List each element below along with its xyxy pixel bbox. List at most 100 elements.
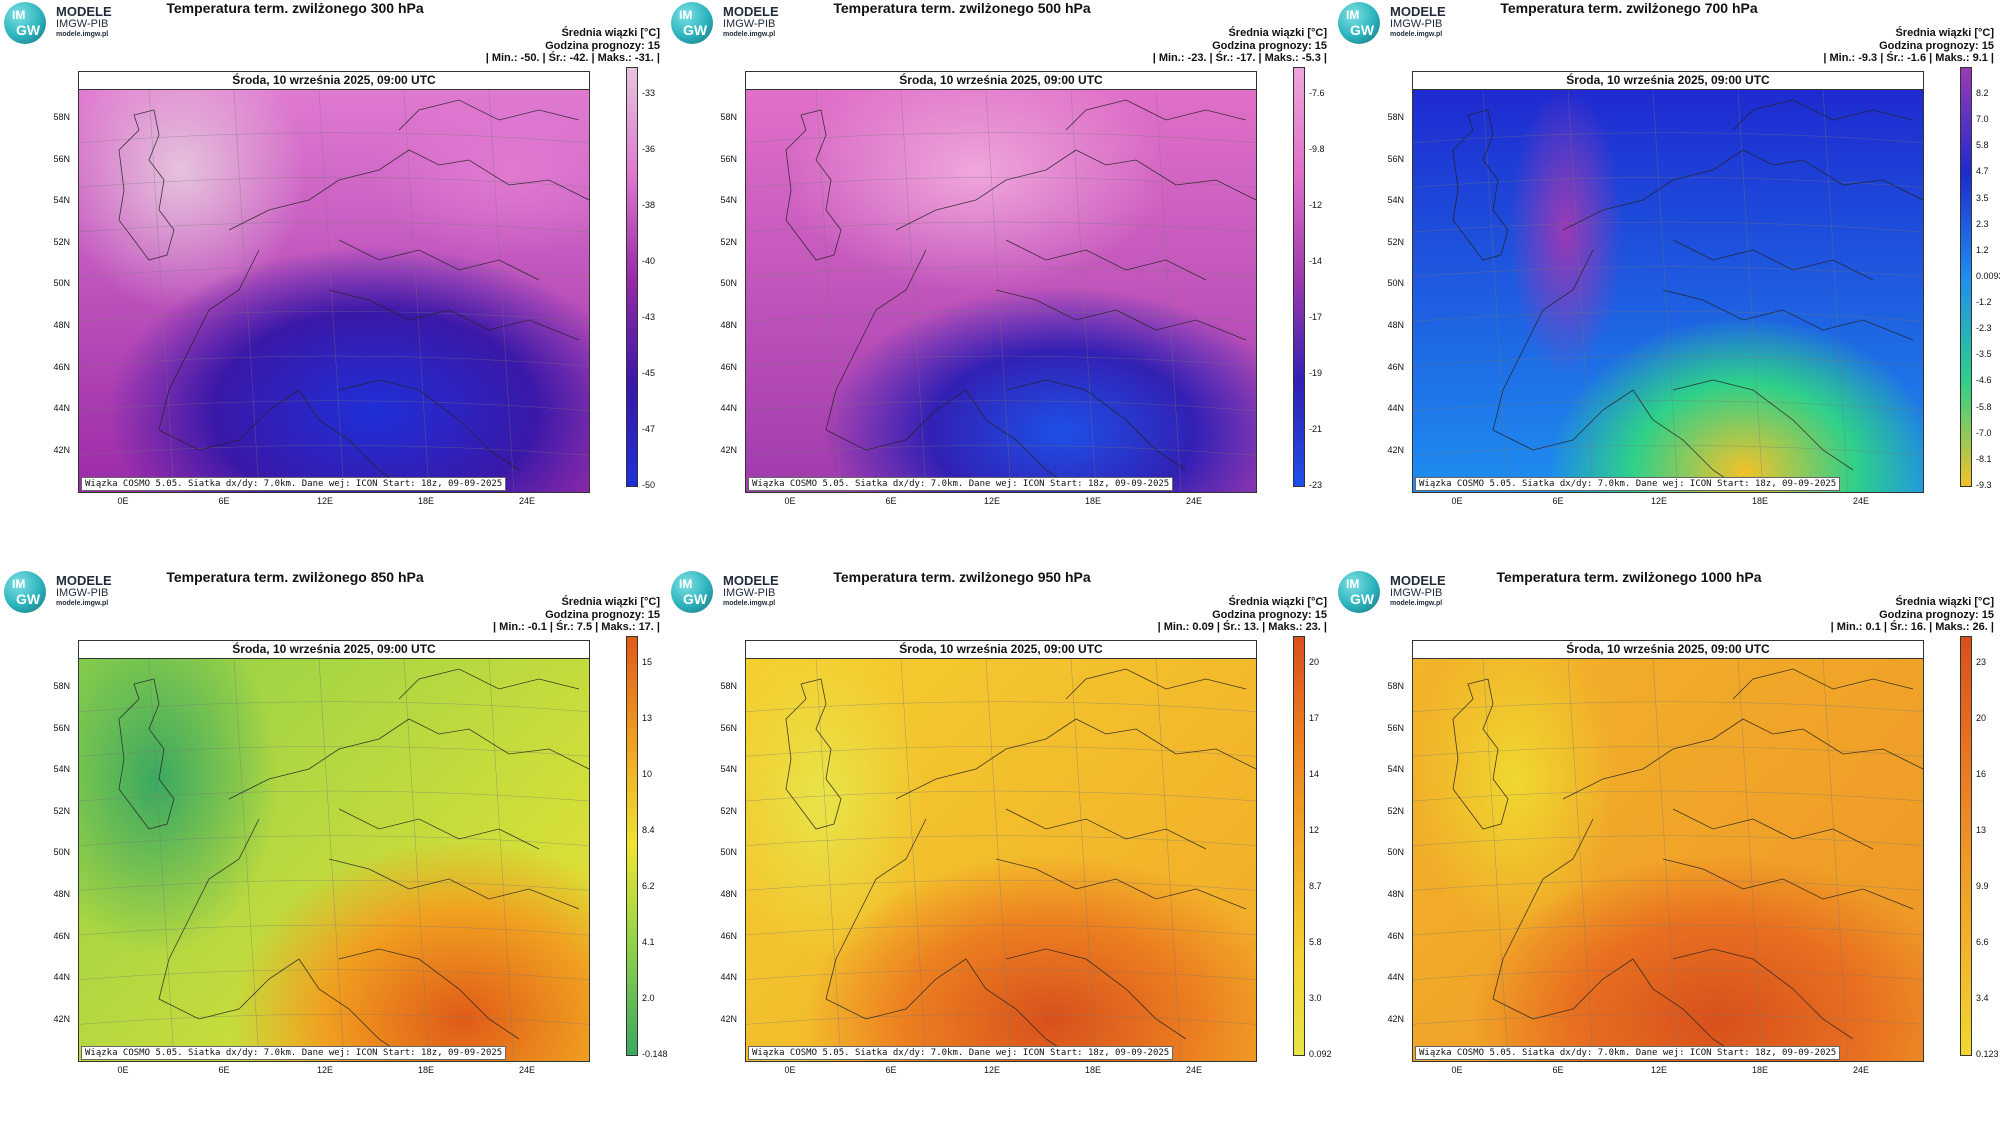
colorbar	[626, 636, 638, 1056]
colorbar-tick-label: -1.2	[1976, 297, 1992, 308]
lon-label: 6E	[218, 1065, 230, 1075]
lon-label: 12E	[983, 496, 1000, 506]
colorbar-tick-label: 23	[1976, 657, 1987, 667]
colorbar-tick-label: -12	[1309, 200, 1323, 210]
lon-label: 0E	[784, 496, 796, 506]
imgw-logo-icon: IM GW	[4, 571, 46, 613]
subtitle: Średnia wiązki [°C]	[561, 27, 660, 39]
colorbar-tick-label: -8.1	[1976, 453, 1992, 464]
panel-info: Średnia wiązki [°C] Godzina prognozy: 15…	[997, 27, 1327, 65]
lon-label: 24E	[1852, 1065, 1869, 1075]
forecast-hour: Godzina prognozy: 15	[1212, 39, 1327, 52]
lat-label: 50N	[1387, 847, 1404, 858]
forecast-hour: Godzina prognozy: 15	[1212, 608, 1327, 621]
lat-label: 52N	[720, 236, 737, 247]
imgw-logo-icon: IM GW	[4, 2, 46, 44]
lat-label: 44N	[720, 972, 737, 983]
subtitle: Średnia wiązki [°C]	[1228, 27, 1327, 39]
colorbar-tick-label: 3.4	[1976, 993, 1989, 1003]
colorbar-tick-label: -47	[642, 424, 656, 434]
stats: | Min.: 0.09 | Śr.: 13. | Maks.: 23. |	[1157, 621, 1327, 633]
panel-info: Średnia wiązki [°C] Godzina prognozy: 15…	[1664, 27, 1994, 65]
lon-label: 24E	[518, 496, 535, 506]
lon-label: 0E	[1451, 496, 1463, 506]
lat-label: 50N	[1387, 278, 1404, 289]
map-footer: Wiązka COSMO 5.05. Siatka dx/dy: 7.0km. …	[81, 477, 507, 491]
lat-label: 50N	[53, 847, 70, 858]
colorbar-tick-label: 10	[642, 769, 653, 779]
colorbar-tick-label: -36	[642, 144, 656, 154]
lat-label: 54N	[1387, 195, 1404, 206]
colorbar-tick-label: -21	[1309, 424, 1323, 434]
map-area: Środa, 10 września 2025, 09:00 UTC Wiązk…	[745, 640, 1257, 1062]
lat-label: 56N	[1387, 153, 1404, 164]
imgw-logo-icon: IM GW	[671, 2, 713, 44]
lon-label: 6E	[1552, 1065, 1564, 1075]
lat-label: 44N	[53, 972, 70, 983]
lat-label: 52N	[53, 805, 70, 816]
subtitle: Średnia wiązki [°C]	[1895, 27, 1994, 39]
lon-label: 24E	[1852, 496, 1869, 506]
map-panel-850hpa: IM GW MODELE IMGW-PIB modele.imgw.pl Temp…	[0, 569, 668, 1119]
lat-label: 58N	[720, 681, 737, 691]
map-panel-300hpa: IM GW MODELE IMGW-PIB modele.imgw.pl Temp…	[0, 0, 660, 550]
colorbar-tick-label: -23	[1309, 480, 1323, 490]
colorbar-tick-label: 5.8	[1309, 937, 1322, 947]
panel-title: Temperatura term. zwilżonego 300 hPa	[166, 0, 424, 16]
lon-label: 24E	[1185, 496, 1202, 506]
stats: | Min.: -50. | Śr.: -42. | Maks.: -31. |	[485, 52, 660, 64]
lat-label: 54N	[720, 764, 737, 775]
imgw-logo-icon: IM GW	[1338, 2, 1380, 44]
colorbar-tick-label: 20	[1309, 657, 1320, 667]
colorbar-tick-label: 16	[1976, 769, 1987, 779]
forecast-hour: Godzina prognozy: 15	[545, 39, 660, 52]
colorbar	[1960, 67, 1972, 487]
lat-label: 46N	[1387, 930, 1404, 941]
lon-label: 18E	[417, 496, 434, 506]
lon-label: 0E	[117, 496, 129, 506]
lat-label: 42N	[53, 444, 70, 455]
forecast-hour: Godzina prognozy: 15	[1879, 39, 1994, 52]
colorbar-tick-label: 1.2	[1976, 244, 1989, 255]
lat-label: 48N	[1387, 889, 1404, 899]
colorbar-tick-label: -2.3	[1976, 323, 1992, 334]
lon-label: 6E	[218, 496, 230, 506]
lon-label: 12E	[316, 496, 333, 506]
lon-label: 18E	[1751, 1065, 1768, 1075]
lat-label: 52N	[1387, 236, 1404, 247]
colorbar-tick-label: -4.6	[1976, 375, 1992, 386]
colorbar-tick-label: 14	[1309, 769, 1320, 779]
lat-label: 46N	[53, 361, 70, 372]
panel-info: Średnia wiązki [°C] Godzina prognozy: 15…	[330, 596, 660, 634]
lat-label: 50N	[720, 278, 737, 289]
colorbar-tick-label: -19	[1309, 368, 1323, 378]
colorbar-tick-label: 8.7	[1309, 881, 1322, 891]
colorbar-tick-label: 0.0093	[1976, 270, 2000, 281]
colorbar-tick-label: -50	[642, 480, 656, 490]
lat-label: 44N	[53, 403, 70, 414]
colorbar-tick-label: 4.1	[642, 937, 655, 947]
lat-label: 42N	[1387, 444, 1404, 455]
lat-label: 58N	[1387, 112, 1404, 122]
subtitle: Średnia wiązki [°C]	[1895, 596, 1994, 608]
map-overlay	[1413, 90, 1923, 492]
lat-label: 42N	[1387, 1013, 1404, 1024]
lat-label: 58N	[53, 112, 70, 122]
colorbar-tick-label: 2.3	[1976, 218, 1989, 229]
lat-label: 54N	[1387, 764, 1404, 775]
panel-info: Średnia wiązki [°C] Godzina prognozy: 15…	[997, 596, 1327, 634]
imgw-logo-icon: IM GW	[1338, 571, 1380, 613]
imgw-logo: IM GW MODELE IMGW-PIB modele.imgw.pl	[1338, 571, 1478, 615]
panel-title: Temperatura term. zwilżonego 500 hPa	[833, 0, 1091, 16]
panel-title: Temperatura term. zwilżonego 1000 hPa	[1496, 569, 1762, 585]
colorbar-tick-label: 6.2	[642, 881, 655, 891]
lon-label: 0E	[784, 1065, 796, 1075]
panel-title: Temperatura term. zwilżonego 950 hPa	[833, 569, 1091, 585]
lat-label: 42N	[53, 1013, 70, 1024]
colorbar-tick-label: -38	[642, 200, 656, 210]
lat-label: 54N	[720, 195, 737, 206]
colorbar-tick-label: 0.123	[1976, 1049, 1999, 1059]
colorbar-tick-label: 0.092	[1309, 1049, 1332, 1059]
imgw-logo: IM GW MODELE IMGW-PIB modele.imgw.pl	[4, 571, 144, 615]
colorbar	[1293, 636, 1305, 1056]
